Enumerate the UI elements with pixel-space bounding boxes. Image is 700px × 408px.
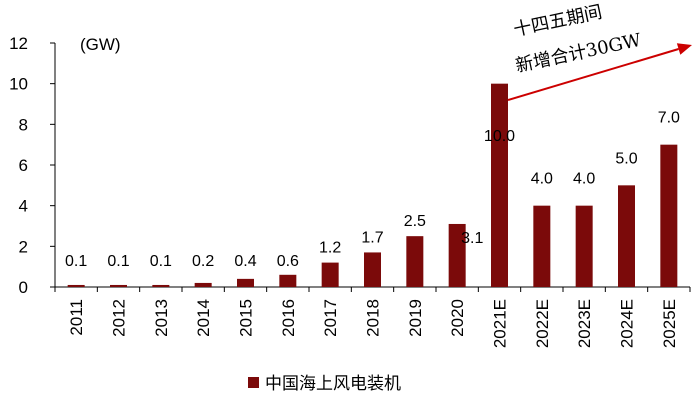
y-tick-label: 12 [9,34,28,53]
bar-2020 [448,223,466,287]
bar-2022E [533,205,551,287]
bar-2016 [279,274,297,287]
legend-swatch [248,377,259,388]
category-label-2024E: 2024E [618,299,637,348]
y-unit-label: (GW) [80,35,121,54]
bar-2024E [618,185,635,287]
legend-label: 中国海上风电装机 [265,374,401,394]
y-tick-label: 4 [19,197,28,216]
category-label-2019: 2019 [406,299,425,337]
category-label-2011: 2011 [67,299,86,336]
bar-2023E [575,205,593,287]
annotation-arrow [507,48,679,101]
category-label-2016: 2016 [279,299,298,337]
annotation-arrow-head [676,43,692,55]
category-label-2014: 2014 [194,299,213,337]
annotation: 十四五期间 新增合计30GW [507,2,692,101]
y-tick-label: 8 [19,115,28,134]
data-label-2012: 0.1 [107,253,129,270]
data-label-2013: 0.1 [150,253,172,270]
legend: 中国海上风电装机 [248,374,401,394]
bar-2018 [364,252,381,287]
y-tick-label: 6 [19,156,28,175]
bar-labels: 0.1 0.1 0.1 0.2 0.4 0.6 1.2 1.7 2.5 3.1 10.0 4.0 4.0… [65,110,680,270]
category-labels: 2011 2012 2013 2014 2015 2016 2017 2018 2019 2020… [67,299,679,348]
data-label-2023E: 4.0 [573,171,595,188]
data-label-2025E: 7.0 [658,110,680,127]
bar-2025E [660,144,678,287]
category-label-2012: 2012 [110,299,129,337]
bars [67,83,678,288]
y-tick-label: 0 [19,278,28,297]
data-label-2024E: 5.0 [615,150,637,167]
bar-2019 [406,236,424,287]
category-label-2015: 2015 [237,299,256,337]
data-label-2015: 0.4 [234,253,256,270]
category-label-2025E: 2025E [660,299,679,348]
bar-2017 [321,262,339,287]
bar-2015 [237,278,254,287]
bar-2021E [491,83,508,288]
data-label-2022E: 4.0 [531,171,553,188]
data-label-2017: 1.2 [319,240,341,257]
y-tick-label: 10 [9,75,28,94]
category-label-2022E: 2022E [533,299,552,348]
bar-2011 [67,284,85,287]
y-axis: 0 2 4 6 8 10 12 [9,34,56,297]
category-label-2017: 2017 [321,299,340,337]
category-label-2013: 2013 [152,299,171,337]
y-tick-label: 2 [19,237,28,256]
category-label-2021E: 2021E [491,299,510,348]
data-label-2011: 0.1 [65,253,87,270]
data-label-2016: 0.6 [277,253,299,270]
x-axis [54,286,691,292]
data-label-2021E: 10.0 [484,128,515,145]
bar-2014 [194,282,212,287]
data-label-2014: 0.2 [192,253,214,270]
category-label-2020: 2020 [448,299,467,337]
data-label-2019: 2.5 [404,213,426,230]
bar-2013 [152,284,170,287]
bar-2012 [110,284,127,287]
category-label-2023E: 2023E [575,299,594,348]
category-label-2018: 2018 [364,299,383,337]
data-label-2020: 3.1 [461,230,483,247]
annotation-line-1: 十四五期间 [512,2,604,41]
data-label-2018: 1.7 [361,229,383,246]
